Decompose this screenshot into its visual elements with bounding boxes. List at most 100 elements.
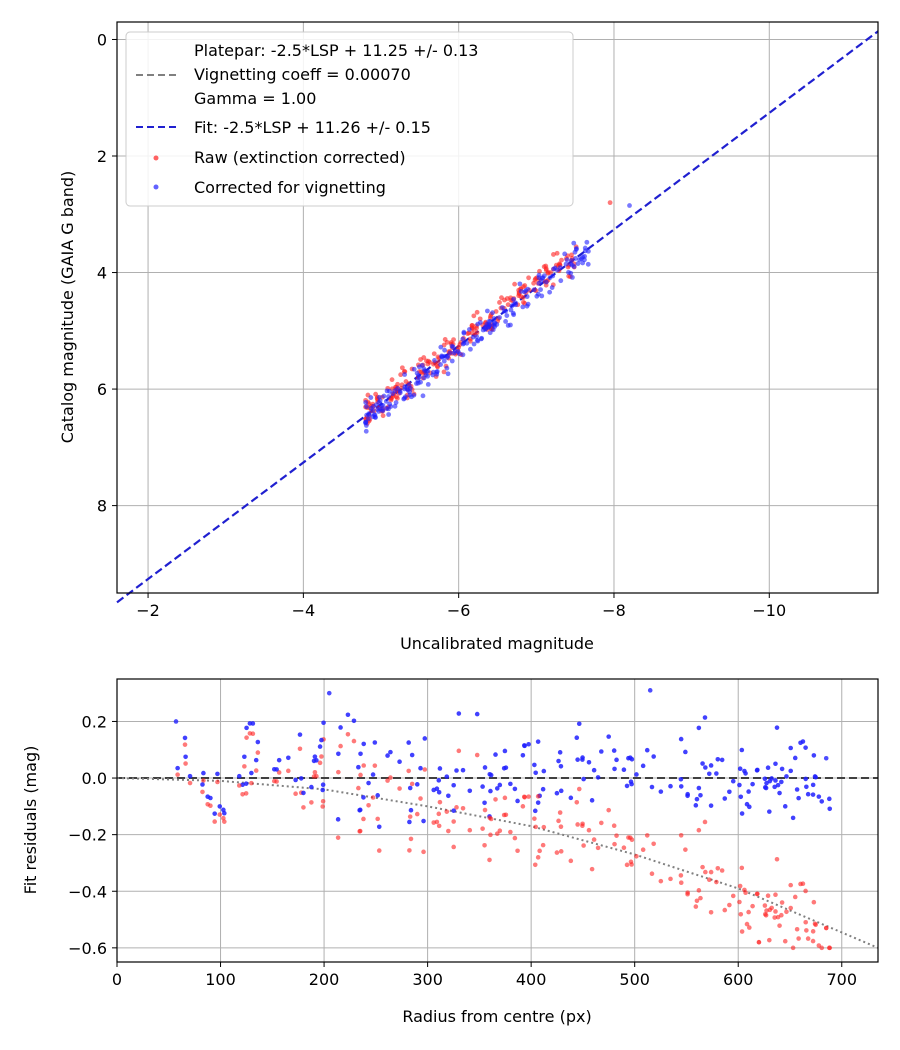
corrected-data-point bbox=[513, 302, 519, 308]
corrected-residual-point bbox=[696, 725, 702, 731]
raw-residual-point bbox=[774, 856, 780, 862]
corrected-data-point bbox=[554, 267, 560, 273]
raw-residual-point bbox=[685, 891, 690, 897]
corrected-residual-point bbox=[558, 763, 564, 769]
corrected-residual-point bbox=[454, 768, 459, 773]
raw-residual-point bbox=[437, 799, 443, 805]
raw-residual-point bbox=[532, 862, 538, 868]
corrected-residual-point bbox=[700, 761, 705, 766]
raw-residual-point bbox=[451, 844, 456, 850]
raw-residual-point bbox=[811, 899, 817, 905]
legend-platepar-line-2: Vignetting coeff = 0.00070 bbox=[194, 65, 411, 84]
raw-data-point bbox=[441, 369, 447, 375]
corrected-residual-point bbox=[532, 762, 537, 768]
corrected-data-point bbox=[425, 373, 430, 379]
corrected-residual-point bbox=[772, 784, 777, 790]
corrected-residual-point bbox=[693, 803, 699, 808]
corrected-residual-point bbox=[575, 757, 580, 762]
raw-residual-point bbox=[243, 791, 249, 796]
raw-residual-point bbox=[719, 868, 725, 873]
corrected-data-point bbox=[564, 257, 570, 263]
corrected-residual-point bbox=[408, 807, 414, 813]
corrected-data-point bbox=[430, 369, 436, 375]
raw-data-point bbox=[526, 275, 532, 281]
corrected-data-point bbox=[534, 293, 540, 299]
corrected-residual-point bbox=[644, 747, 650, 753]
raw-residual-point bbox=[775, 914, 781, 920]
raw-residual-point bbox=[407, 814, 413, 819]
corrected-residual-point bbox=[580, 757, 585, 762]
corrected-residual-point bbox=[541, 768, 547, 774]
corrected-residual-point bbox=[612, 766, 617, 772]
corrected-residual-point bbox=[522, 743, 527, 748]
raw-residual-point bbox=[558, 824, 564, 829]
raw-residual-point bbox=[640, 847, 646, 853]
raw-data-point bbox=[469, 330, 475, 336]
raw-data-point bbox=[474, 325, 479, 331]
corrected-residual-point bbox=[460, 767, 466, 773]
raw-residual-point bbox=[737, 883, 743, 889]
raw-residual-point bbox=[376, 848, 382, 853]
corrected-residual-point bbox=[335, 817, 341, 822]
raw-residual-point bbox=[614, 833, 619, 838]
corrected-data-point bbox=[363, 428, 369, 434]
raw-data-point bbox=[537, 268, 542, 274]
raw-residual-point bbox=[537, 848, 542, 854]
corrected-residual-point bbox=[311, 758, 317, 764]
corrected-residual-point bbox=[357, 807, 363, 813]
corrected-residual-point bbox=[683, 749, 688, 755]
corrected-data-point bbox=[461, 329, 467, 335]
raw-residual-point bbox=[756, 939, 762, 945]
corrected-residual-point bbox=[370, 772, 376, 777]
corrected-data-point bbox=[584, 239, 590, 245]
corrected-residual-point bbox=[297, 732, 303, 737]
raw-data-point bbox=[569, 252, 574, 258]
corrected-residual-point bbox=[591, 767, 597, 773]
raw-residual-point bbox=[361, 816, 366, 822]
raw-residual-point bbox=[293, 791, 298, 797]
raw-residual-point bbox=[796, 936, 801, 941]
raw-data-point bbox=[456, 344, 462, 350]
corrected-residual-point bbox=[301, 790, 306, 796]
corrected-residual-point bbox=[414, 782, 420, 787]
corrected-data-point bbox=[549, 285, 555, 290]
corrected-residual-point bbox=[788, 745, 794, 751]
raw-residual-point bbox=[678, 833, 684, 838]
corrected-data-point bbox=[438, 362, 443, 367]
top-plot-frame bbox=[116, 21, 879, 594]
corrected-residual-point bbox=[634, 772, 639, 777]
raw-residual-point bbox=[696, 827, 702, 833]
raw-residual-point bbox=[320, 799, 326, 804]
raw-residual-point bbox=[515, 848, 520, 854]
corrected-residual-point bbox=[792, 755, 798, 761]
corrected-marker-swatch bbox=[153, 184, 159, 190]
corrected-residual-point bbox=[702, 715, 708, 720]
raw-residual-point bbox=[297, 746, 303, 752]
raw-residual-point bbox=[790, 945, 796, 951]
raw-residual-point bbox=[788, 905, 794, 911]
corrected-residual-point bbox=[249, 770, 254, 776]
corrected-residual-point bbox=[421, 818, 426, 824]
raw-residual-point bbox=[779, 900, 785, 905]
raw-residual-point bbox=[819, 945, 825, 951]
corrected-residual-point bbox=[242, 754, 247, 760]
raw-data-point bbox=[551, 252, 556, 257]
corrected-residual-point bbox=[813, 774, 818, 780]
corrected-data-point bbox=[468, 346, 473, 352]
raw-residual-point bbox=[698, 895, 703, 901]
corrected-data-point bbox=[503, 319, 508, 324]
raw-residual-point bbox=[454, 805, 459, 810]
raw-residual-point bbox=[810, 929, 816, 934]
corrected-data-point bbox=[568, 270, 574, 276]
corrected-residual-point bbox=[827, 796, 832, 802]
corrected-residual-point bbox=[532, 808, 538, 814]
corrected-residual-point bbox=[788, 768, 794, 774]
corrected-data-point bbox=[487, 330, 493, 336]
raw-residual-point bbox=[436, 811, 442, 817]
corrected-residual-point bbox=[375, 793, 380, 798]
raw-residual-point bbox=[221, 815, 226, 821]
raw-residual-point bbox=[456, 748, 462, 754]
raw-residual-point bbox=[502, 795, 508, 801]
raw-data-point bbox=[499, 295, 504, 301]
corrected-data-point bbox=[484, 308, 490, 314]
